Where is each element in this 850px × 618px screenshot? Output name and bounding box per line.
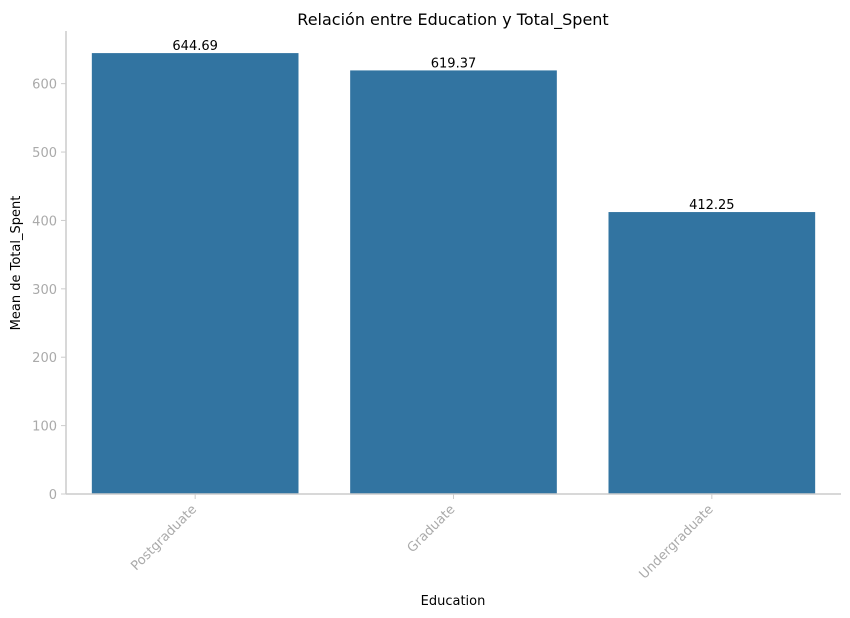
data-label-postgraduate: 644.69	[172, 39, 218, 54]
x-tick-label-graduate: Graduate	[405, 502, 459, 556]
y-tick-label: 500	[32, 146, 57, 161]
y-tick-label: 400	[32, 214, 57, 229]
y-tick-label: 300	[32, 283, 57, 298]
bar-undergraduate	[608, 212, 816, 494]
x-tick-label-postgraduate: Postgraduate	[128, 502, 200, 574]
y-tick-label: 0	[49, 488, 57, 503]
y-tick-label: 200	[32, 351, 57, 366]
x-tick-label-undergraduate: Undergraduate	[637, 502, 717, 582]
y-axis-label: Mean de Total_Spent	[9, 196, 24, 331]
data-label-undergraduate: 412.25	[689, 198, 735, 213]
bar-postgraduate	[91, 53, 299, 494]
y-tick-label: 100	[32, 420, 57, 435]
x-axis-label: Education	[421, 594, 486, 609]
y-tick-label: 600	[32, 78, 57, 93]
bar-graduate	[350, 70, 557, 494]
data-label-graduate: 619.37	[431, 56, 477, 71]
chart-title: Relación entre Education y Total_Spent	[297, 10, 608, 30]
plot-area: 644.69 Postgraduate 619.37 Graduate 412.25 Un…	[32, 31, 841, 582]
